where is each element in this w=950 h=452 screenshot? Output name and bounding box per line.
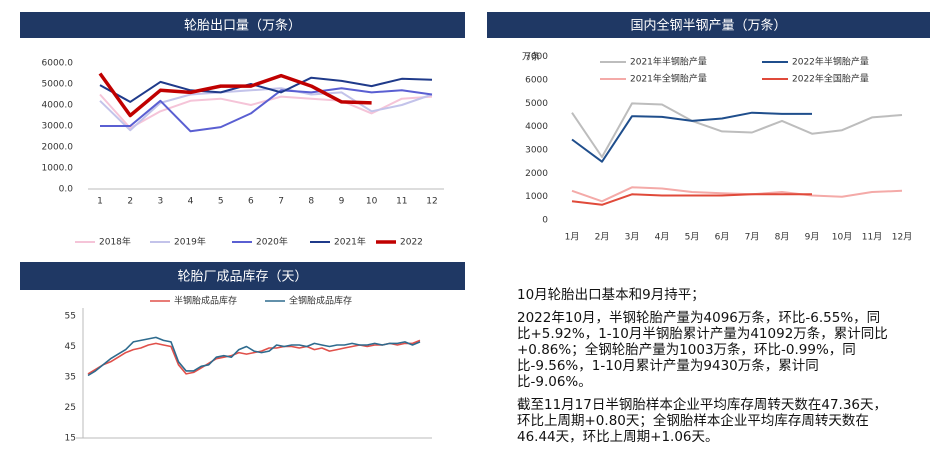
y-tick-label: 4000.0 bbox=[42, 101, 74, 111]
series-line bbox=[98, 72, 372, 118]
legend-label: 半钢胎成品库存 bbox=[174, 295, 237, 307]
x-tick-label: 11 bbox=[396, 197, 407, 207]
x-tick-label: 4 bbox=[188, 197, 194, 207]
x-tick-label: 3月 bbox=[625, 232, 640, 243]
y-tick-label: 6000.0 bbox=[42, 59, 74, 69]
x-tick-label: 1月 bbox=[565, 232, 580, 243]
x-tick-label: 1 bbox=[97, 197, 103, 207]
x-tick-label: 8 bbox=[308, 197, 314, 207]
y-tick-label: 15 bbox=[65, 434, 76, 444]
x-tick-label: 7 bbox=[278, 197, 284, 207]
x-tick-label: 3 bbox=[157, 197, 163, 207]
legend-label: 2019年 bbox=[174, 236, 206, 248]
chart-header bbox=[20, 12, 465, 38]
legend-label: 全钢胎成品库存 bbox=[289, 295, 352, 307]
legend-label: 2022年半钢胎产量 bbox=[792, 56, 869, 68]
series-line bbox=[87, 336, 421, 377]
series-line bbox=[571, 186, 903, 203]
x-tick-label: 2月 bbox=[595, 232, 610, 243]
y-tick-label: 2000.0 bbox=[42, 143, 74, 153]
x-tick-label: 12月 bbox=[892, 232, 912, 243]
legend-label: 2018年 bbox=[99, 236, 131, 248]
y-tick-label: 1000.0 bbox=[42, 164, 74, 174]
x-tick-label: 12 bbox=[426, 197, 437, 207]
legend-label: 2021年全钢胎产量 bbox=[630, 73, 707, 85]
chart-header bbox=[487, 12, 930, 38]
y-tick-label: 4000 bbox=[525, 122, 548, 132]
x-tick-label: 10 bbox=[366, 197, 378, 207]
chart-title: 国内全钢半钢产量（万条） bbox=[630, 18, 786, 34]
y-tick-label: 45 bbox=[65, 342, 76, 352]
x-tick-label: 10月 bbox=[832, 232, 852, 243]
series-line bbox=[87, 339, 421, 375]
legend-label: 2022 bbox=[400, 238, 423, 248]
note-paragraph: 截至11月17日半钢胎样本企业平均库存周转天数在47.36天，环比上周期+0.8… bbox=[517, 397, 888, 445]
legend-label: 2021年 bbox=[334, 236, 366, 248]
series-line bbox=[571, 193, 812, 206]
notes: 10月轮胎出口基本和9月持平； 2022年10月，半钢轮胎产量为4096万条，环… bbox=[517, 287, 892, 452]
y-tick-label: 2000 bbox=[525, 169, 548, 179]
x-tick-label: 2 bbox=[127, 197, 133, 207]
legend-label: 2021年半钢胎产量 bbox=[630, 56, 707, 68]
chart-title: 轮胎出口量（万条） bbox=[184, 18, 301, 34]
x-tick-label: 6 bbox=[248, 197, 254, 207]
x-tick-label: 4月 bbox=[655, 232, 670, 243]
chart-title: 轮胎厂成品库存（天） bbox=[177, 269, 307, 285]
x-tick-label: 5月 bbox=[685, 232, 700, 243]
y-tick-label: 0 bbox=[542, 216, 548, 226]
y-tick-label: 3000 bbox=[525, 146, 548, 156]
x-tick-label: 8月 bbox=[775, 232, 790, 243]
series-line bbox=[99, 87, 433, 132]
note-paragraph: 2022年10月，半钢轮胎产量为4096万条，环比-6.55%，同比+5.92%… bbox=[517, 310, 888, 390]
chart-header bbox=[20, 262, 465, 290]
x-tick-label: 11月 bbox=[862, 232, 882, 243]
y-tick-label: 3000.0 bbox=[42, 122, 74, 132]
x-tick-label: 7月 bbox=[745, 232, 760, 243]
x-tick-label: 6月 bbox=[715, 232, 730, 243]
y-tick-label: 5000.0 bbox=[42, 80, 74, 90]
series-line bbox=[100, 87, 433, 133]
y-tick-label: 35 bbox=[65, 373, 76, 383]
x-tick-label: 9月 bbox=[805, 232, 820, 243]
legend-label: 2020年 bbox=[256, 236, 288, 248]
y-tick-label: 55 bbox=[65, 312, 76, 322]
y-unit: 万条 bbox=[522, 51, 540, 63]
y-tick-label: 1000 bbox=[525, 192, 548, 202]
note-paragraph: 10月轮胎出口基本和9月持平； bbox=[517, 287, 705, 303]
y-tick-label: 6000 bbox=[525, 76, 548, 86]
y-tick-label: 7000 bbox=[525, 52, 548, 62]
x-tick-label: 5 bbox=[218, 197, 224, 207]
series-line bbox=[99, 76, 433, 103]
y-tick-label: 5000 bbox=[525, 99, 548, 109]
x-tick-label: 9 bbox=[339, 197, 345, 207]
y-tick-label: 25 bbox=[65, 403, 76, 413]
legend-label: 2022年全国胎产量 bbox=[792, 73, 869, 85]
series-line bbox=[571, 111, 812, 163]
series-line bbox=[571, 102, 903, 158]
y-tick-label: 0.0 bbox=[59, 185, 74, 195]
